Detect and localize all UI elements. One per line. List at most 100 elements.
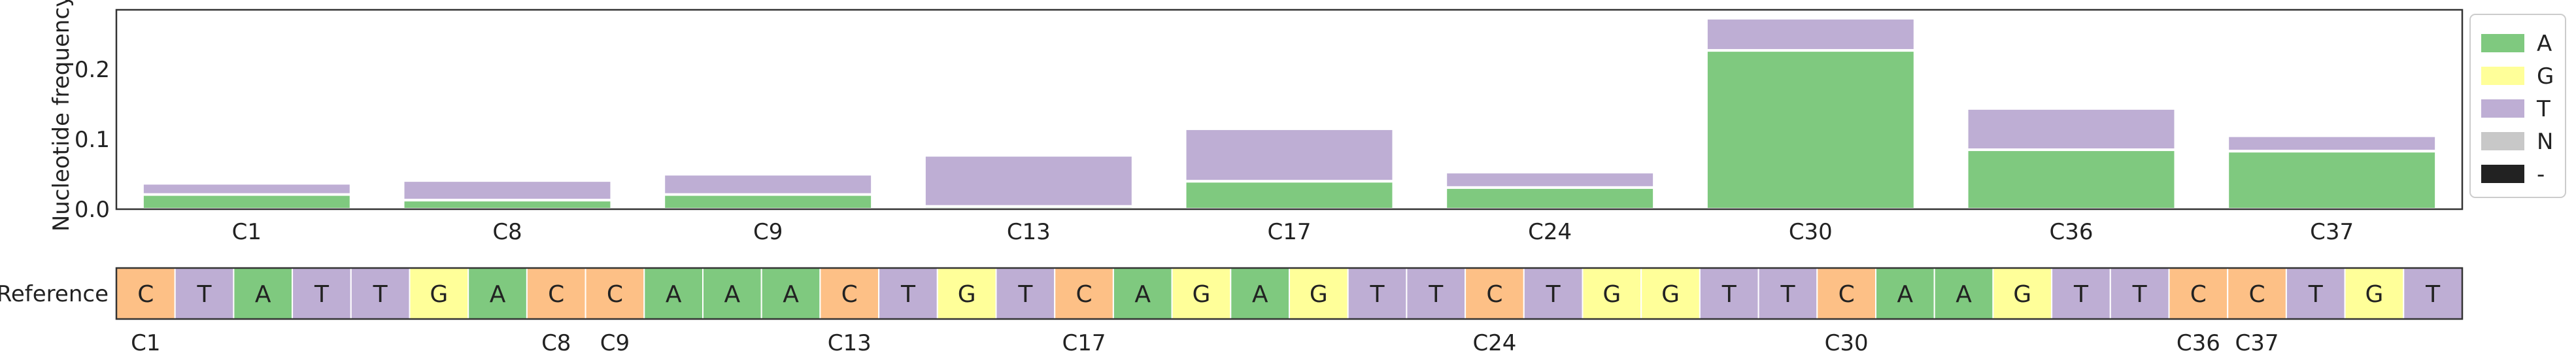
bar-C24-A xyxy=(1444,186,1656,210)
legend-swatch-- xyxy=(2481,165,2524,183)
reference-base: T xyxy=(1017,281,1033,308)
reference-base: G xyxy=(1192,281,1210,308)
bar-C37-A xyxy=(2226,150,2438,211)
legend-label: - xyxy=(2537,161,2545,188)
reference-cell xyxy=(2227,267,2287,320)
reference-base: T xyxy=(1428,281,1444,308)
x-tick-label: C8 xyxy=(492,219,522,245)
reference-base: A xyxy=(1134,281,1151,308)
reference-base: A xyxy=(1956,281,1972,308)
y-tick-label: 0.2 xyxy=(75,57,110,83)
bar-C8-T xyxy=(401,179,613,202)
reference-base: A xyxy=(724,281,741,308)
legend-label: G xyxy=(2537,63,2554,90)
reference-position-label: C17 xyxy=(1062,330,1106,353)
reference-cell xyxy=(1933,267,1994,320)
reference-base: G xyxy=(958,281,976,308)
reference-base: G xyxy=(1661,281,1680,308)
bar-C37-T xyxy=(2226,134,2438,153)
reference-base: T xyxy=(2073,281,2089,308)
reference-position-label: C37 xyxy=(2235,330,2279,353)
legend-swatch-T xyxy=(2481,99,2524,118)
reference-base: A xyxy=(1252,281,1268,308)
bar-C30-T xyxy=(1704,16,1916,52)
bar-C17-T xyxy=(1183,127,1395,183)
reference-cell xyxy=(350,267,411,320)
reference-position-label: C1 xyxy=(131,330,160,353)
y-axis-title: Nucleotide frequency xyxy=(48,0,75,231)
x-tick-label: C1 xyxy=(232,219,262,245)
reference-base: G xyxy=(1602,281,1621,308)
reference-frame xyxy=(115,267,2464,320)
x-tick-label: C17 xyxy=(1267,219,1311,245)
reference-cell xyxy=(2109,267,2170,320)
reference-position-label: C9 xyxy=(600,330,630,353)
bar-C36-T xyxy=(1965,107,2177,152)
reference-base: A xyxy=(490,281,506,308)
reference-base: A xyxy=(255,281,271,308)
bar-C36-A xyxy=(1965,148,2177,211)
reference-cell xyxy=(878,267,938,320)
reference-position-label: C13 xyxy=(828,330,872,353)
reference-base: G xyxy=(2365,281,2383,308)
reference-base: C xyxy=(548,281,564,308)
reference-base: T xyxy=(1546,281,1561,308)
reference-cell xyxy=(409,267,469,320)
bar-C1-T xyxy=(141,182,352,196)
reference-cell xyxy=(819,267,880,320)
reference-cell xyxy=(1816,267,1877,320)
reference-position-label: C8 xyxy=(541,330,571,353)
reference-cell xyxy=(1406,267,1466,320)
reference-cell xyxy=(1699,267,1759,320)
bar-C9-A xyxy=(662,193,874,210)
reference-base: C xyxy=(2248,281,2265,308)
y-tick-label: 0.0 xyxy=(75,197,110,223)
reference-base: C xyxy=(1839,281,1855,308)
reference-base: T xyxy=(314,281,330,308)
reference-base: T xyxy=(2308,281,2324,308)
reference-cell xyxy=(1582,267,1642,320)
legend-swatch-N xyxy=(2481,132,2524,150)
legend-swatch-G xyxy=(2481,67,2524,85)
legend-label: A xyxy=(2537,31,2552,57)
reference-cell xyxy=(1875,267,1935,320)
y-tick-label: 0.1 xyxy=(75,127,110,153)
reference-cell xyxy=(702,267,762,320)
reference-base: A xyxy=(666,281,682,308)
reference-base: C xyxy=(2190,281,2207,308)
bar-C8-A xyxy=(401,199,613,210)
reference-cell xyxy=(467,267,528,320)
x-tick-label: C24 xyxy=(1528,219,1572,245)
plot-frame xyxy=(115,8,2464,210)
reference-position-label: C24 xyxy=(1472,330,1516,353)
bar-C24-T xyxy=(1444,171,1656,189)
reference-base: G xyxy=(1310,281,1328,308)
bar-plot: C1 C8 C9 C13 C17 C24 C30 C36 C37 0.0 0.1 0.2Nucleot… xyxy=(48,0,2464,245)
reference-cell xyxy=(643,267,703,320)
legend-label: T xyxy=(2536,96,2551,122)
reference-base: C xyxy=(607,281,623,308)
reference-base: C xyxy=(1486,281,1502,308)
bar-C9-T xyxy=(662,173,874,196)
reference-base: T xyxy=(2132,281,2148,308)
reference-base: G xyxy=(430,281,448,308)
reference-base: T xyxy=(900,281,916,308)
reference-base: C xyxy=(1076,281,1092,308)
reference-base: C xyxy=(841,281,858,308)
reference-position-label: C36 xyxy=(2177,330,2220,353)
x-tick-label: C9 xyxy=(753,219,783,245)
reference-position-label: C30 xyxy=(1825,330,1869,353)
x-tick-label: C30 xyxy=(1789,219,1833,245)
reference-cell xyxy=(526,267,586,320)
bar-C13-T xyxy=(923,154,1134,208)
reference-cell xyxy=(2403,267,2464,320)
reference-base: T xyxy=(1370,281,1385,308)
legend-swatch-A xyxy=(2481,34,2524,52)
reference-base: T xyxy=(2425,281,2441,308)
bar-C17-A xyxy=(1183,180,1395,211)
reference-cell xyxy=(2285,267,2346,320)
reference-base: T xyxy=(1721,281,1737,308)
